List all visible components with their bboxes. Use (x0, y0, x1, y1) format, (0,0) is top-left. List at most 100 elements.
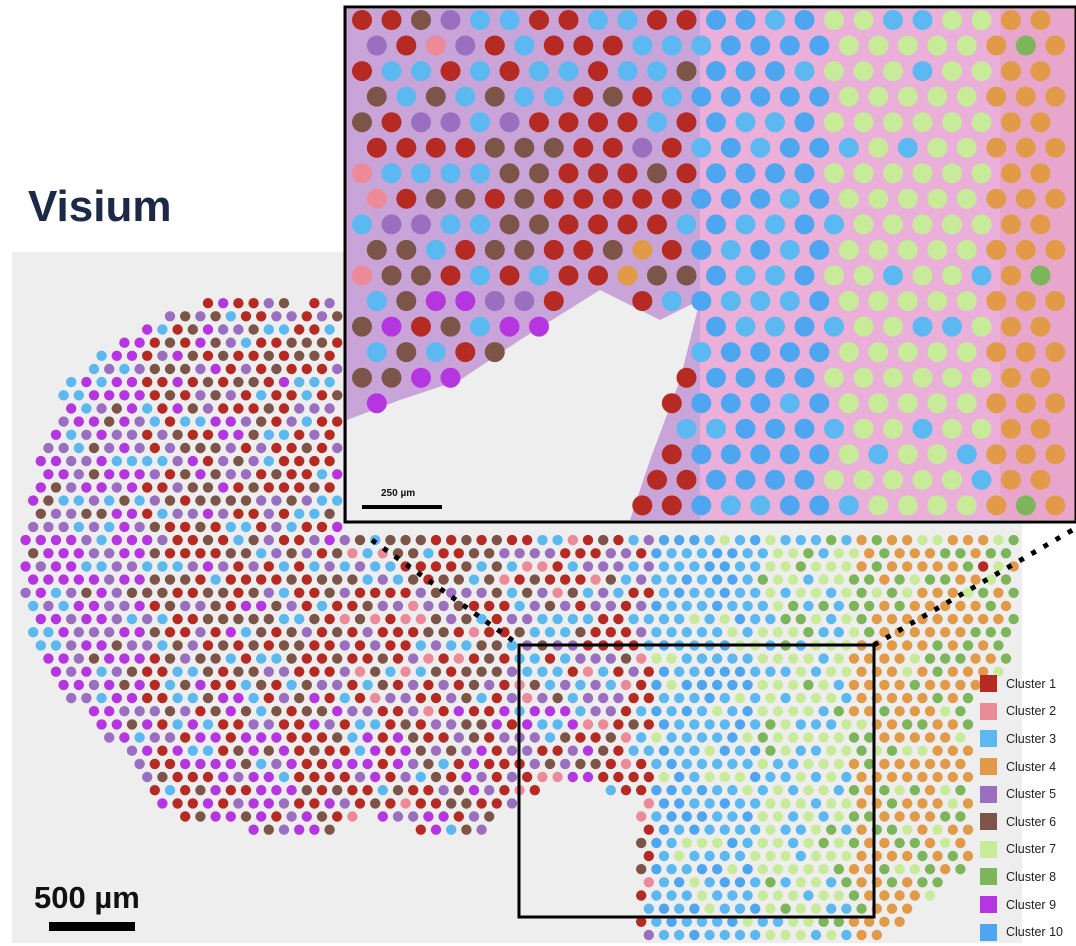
tissue-spot (826, 613, 837, 625)
tissue-spot (408, 548, 419, 559)
inset-spot (499, 61, 520, 82)
inset-spot (912, 112, 933, 133)
tissue-spot (278, 561, 290, 572)
tissue-spot (704, 771, 715, 783)
tissue-spot (978, 613, 989, 625)
tissue-spot (810, 929, 822, 941)
tissue-spot (734, 692, 746, 704)
tissue-spot (788, 653, 799, 664)
tissue-spot (780, 850, 791, 862)
tissue-spot (149, 469, 160, 480)
tissue-spot (978, 534, 989, 546)
tissue-spot (180, 679, 191, 691)
tissue-spot (111, 613, 123, 625)
tissue-spot (286, 679, 297, 691)
tissue-spot (142, 745, 153, 756)
tissue-spot (400, 771, 411, 783)
tissue-spot (88, 548, 100, 559)
tissue-spot (286, 390, 297, 401)
tissue-spot (142, 561, 153, 572)
tissue-spot (962, 798, 974, 809)
tissue-spot (263, 403, 274, 414)
tissue-spot (924, 706, 936, 717)
tissue-spot (567, 719, 578, 730)
tissue-spot (666, 811, 677, 822)
tissue-spot (491, 666, 502, 677)
inset-spot (720, 393, 741, 414)
tissue-spot (856, 929, 867, 941)
inset-spot (912, 214, 933, 235)
tissue-spot (590, 627, 601, 638)
inset-spot (352, 112, 372, 133)
inset-spot (1045, 188, 1066, 209)
tissue-spot (742, 600, 753, 612)
tissue-spot (164, 679, 176, 691)
tissue-spot (864, 890, 875, 901)
inset-spot (676, 163, 697, 184)
tissue-spot (286, 732, 297, 743)
tissue-spot (666, 574, 677, 585)
inset-spot (1030, 10, 1051, 30)
inset-spot (455, 239, 476, 260)
tissue-spot (256, 679, 267, 691)
tissue-spot (119, 706, 130, 717)
tissue-spot (248, 640, 259, 651)
tissue-spot (658, 929, 670, 941)
tissue-spot (499, 706, 510, 717)
tissue-spot (172, 613, 183, 625)
tissue-spot (818, 916, 829, 927)
tissue-spot (575, 574, 586, 585)
tissue-spot (271, 732, 282, 743)
tissue-spot (940, 653, 951, 664)
tissue-spot (96, 692, 107, 704)
inset-spot (794, 61, 815, 82)
tissue-spot (354, 640, 366, 651)
tissue-spot (902, 561, 913, 572)
tissue-spot (696, 679, 708, 691)
tissue-spot (408, 653, 419, 664)
inset-spot (529, 61, 549, 82)
tissue-spot (210, 600, 221, 612)
tissue-spot (195, 574, 206, 585)
tissue-spot (187, 771, 198, 783)
tissue-spot (157, 403, 168, 414)
tissue-spot (719, 850, 730, 862)
tissue-spot (780, 903, 791, 914)
tissue-spot (20, 534, 31, 546)
tissue-spot (582, 587, 594, 598)
tissue-spot (35, 508, 46, 519)
tissue-spot (841, 692, 852, 704)
tissue-spot (233, 771, 244, 783)
inset-spot (765, 214, 785, 235)
inset-spot (1030, 469, 1051, 490)
tissue-spot (195, 785, 206, 796)
tissue-spot (423, 679, 434, 691)
tissue-spot (408, 758, 419, 770)
inset-spot (1015, 137, 1036, 158)
tissue-spot (628, 587, 639, 598)
inset-spot (838, 35, 859, 56)
inset-spot (366, 35, 387, 56)
tissue-spot (73, 469, 85, 480)
tissue-spot (354, 534, 366, 546)
tissue-spot (81, 508, 92, 519)
tissue-spot (180, 521, 191, 533)
tissue-spot (856, 613, 867, 625)
tissue-spot (1000, 548, 1012, 559)
tissue-spot (362, 732, 373, 743)
tissue-spot (119, 574, 130, 585)
tissue-spot (202, 692, 214, 704)
tissue-spot (218, 376, 229, 388)
inset-spot (868, 35, 889, 56)
inset-spot (425, 239, 446, 260)
inset-spot (470, 265, 490, 286)
tissue-spot (332, 442, 343, 454)
tissue-spot (940, 574, 951, 585)
tissue-spot (309, 508, 320, 519)
tissue-spot (750, 850, 761, 862)
tissue-spot (73, 574, 85, 585)
inset-spot (1030, 265, 1051, 286)
inset-spot (425, 291, 446, 311)
tissue-spot (354, 613, 366, 625)
tissue-spot (218, 798, 229, 809)
